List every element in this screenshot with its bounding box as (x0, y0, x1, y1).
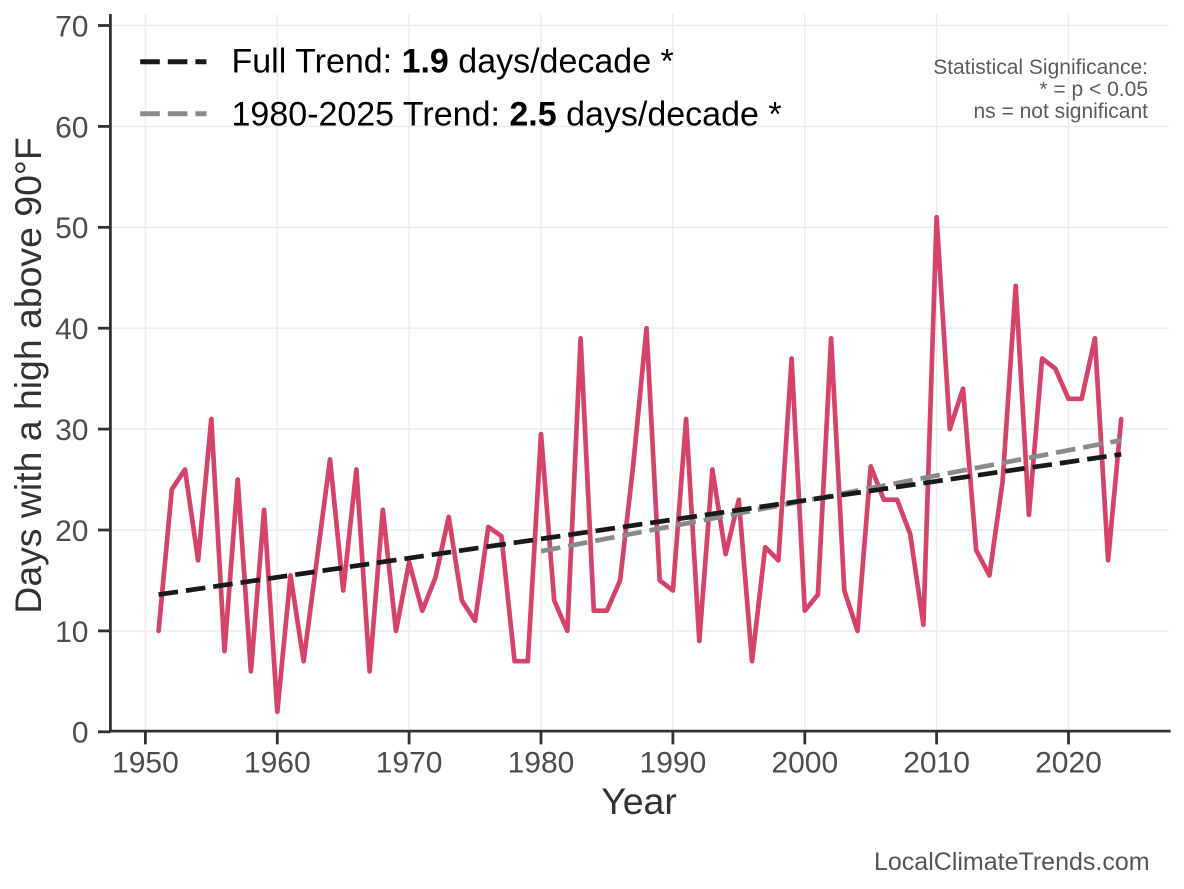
svg-text:10: 10 (55, 616, 88, 649)
svg-text:30: 30 (55, 414, 88, 447)
svg-text:1980: 1980 (508, 746, 575, 779)
svg-text:1980-2025 Trend: 2.5 days/deca: 1980-2025 Trend: 2.5 days/decade * (232, 96, 782, 134)
svg-text:2010: 2010 (903, 746, 970, 779)
svg-text:ns = not significant: ns = not significant (973, 100, 1148, 123)
svg-text:40: 40 (55, 313, 88, 346)
svg-text:Statistical Significance:: Statistical Significance: (933, 56, 1148, 79)
svg-text:60: 60 (55, 111, 88, 144)
svg-text:2020: 2020 (1035, 746, 1102, 779)
svg-text:1950: 1950 (112, 746, 179, 779)
svg-text:Full Trend: 1.9 days/decade *: Full Trend: 1.9 days/decade * (232, 43, 674, 81)
svg-text:Days with a high above 90°F: Days with a high above 90°F (7, 137, 49, 613)
svg-text:LocalClimateTrends.com: LocalClimateTrends.com (874, 848, 1150, 876)
svg-text:0: 0 (72, 717, 89, 750)
svg-text:20: 20 (55, 515, 88, 548)
svg-text:1960: 1960 (244, 746, 311, 779)
svg-text:1990: 1990 (640, 746, 707, 779)
svg-text:2000: 2000 (771, 746, 838, 779)
svg-text:50: 50 (55, 212, 88, 245)
svg-text:70: 70 (55, 10, 88, 43)
svg-text:1970: 1970 (376, 746, 443, 779)
svg-text:Year: Year (601, 780, 677, 822)
svg-text:* = p < 0.05: * = p < 0.05 (1039, 78, 1148, 101)
